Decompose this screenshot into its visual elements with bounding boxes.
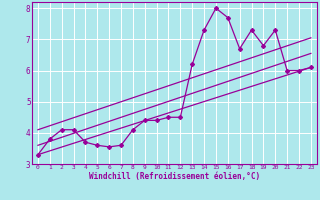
X-axis label: Windchill (Refroidissement éolien,°C): Windchill (Refroidissement éolien,°C) (89, 172, 260, 181)
